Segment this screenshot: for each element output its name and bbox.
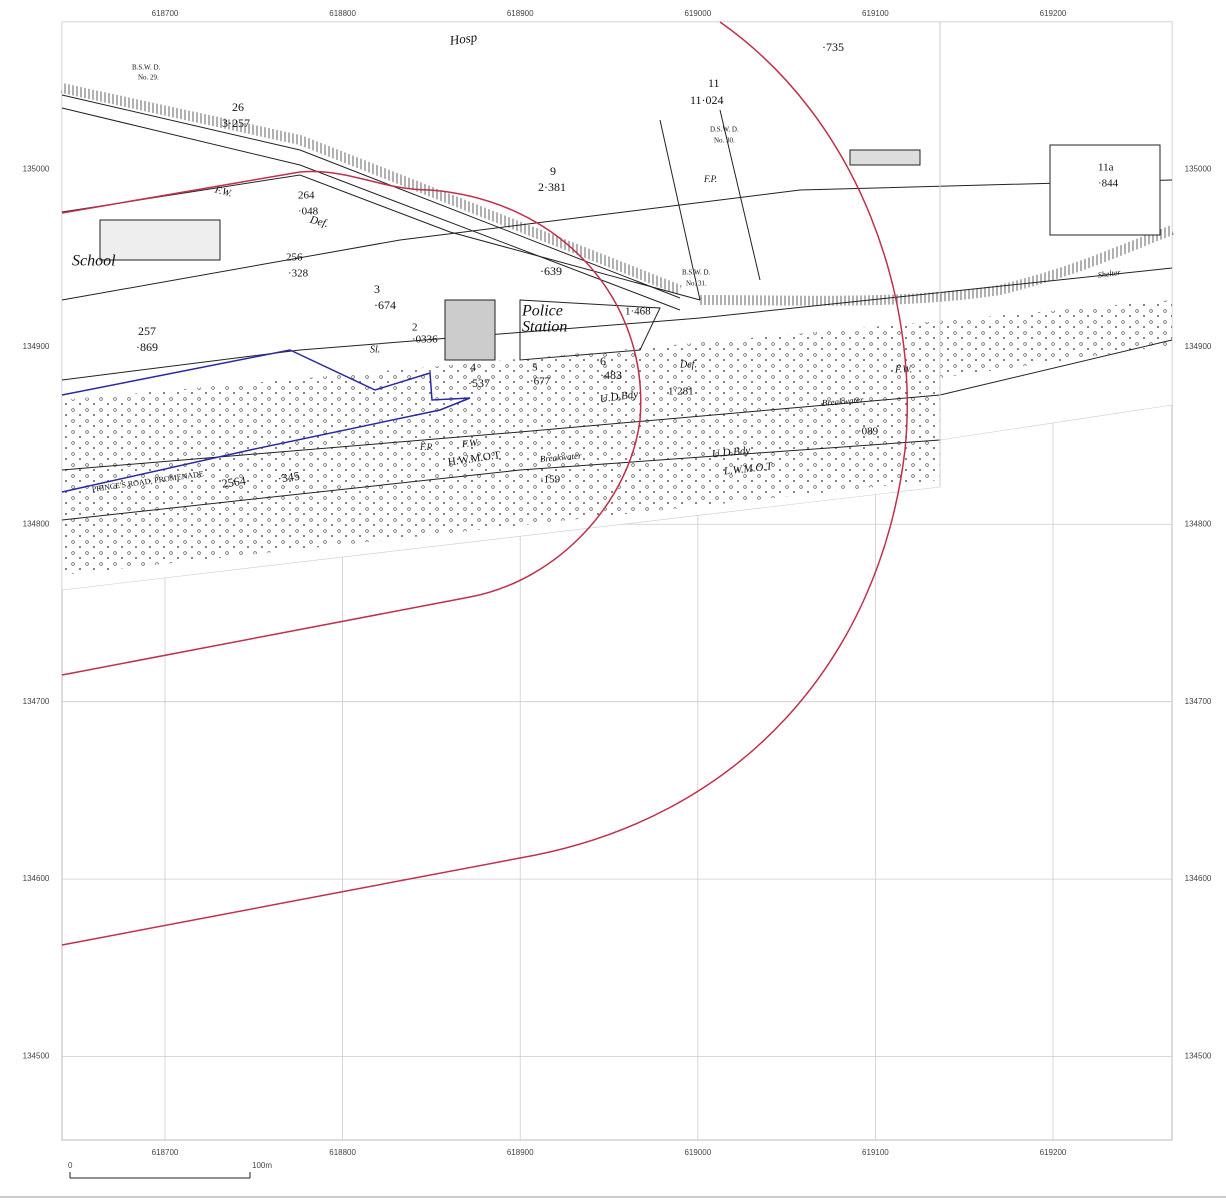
- x-tick-label: 618700: [152, 1148, 179, 1157]
- map-label: Shelter: [1097, 268, 1122, 280]
- map-label: ·483: [600, 368, 622, 382]
- map-label: 4: [470, 360, 476, 374]
- y-tick-label: 135000: [23, 164, 50, 173]
- map-label: F.W.: [894, 364, 912, 375]
- map-label: 3: [374, 282, 380, 296]
- map-label: 11a: [1098, 162, 1114, 174]
- map-label: 6: [600, 354, 606, 368]
- y-tick-label: 134500: [23, 1052, 50, 1061]
- map-label: B.S.W. D.: [682, 269, 711, 277]
- map-label: ·844: [1098, 178, 1119, 190]
- map-label: ·537: [468, 376, 490, 390]
- map-label: 2·381: [538, 180, 566, 194]
- x-tick-label: 618800: [329, 9, 356, 18]
- x-tick-label: 619200: [1040, 9, 1067, 18]
- y-tick-label: 134700: [23, 697, 50, 706]
- y-tick-label: 134600: [1185, 874, 1212, 883]
- x-tick-label: 619000: [684, 1148, 711, 1157]
- map-label: ·0336: [412, 334, 438, 346]
- map-label: ·159: [540, 474, 561, 486]
- map-label: U.D.Bdy: [599, 388, 639, 405]
- map-label: 257: [138, 324, 156, 338]
- map-label: Station: [522, 319, 567, 336]
- x-tick-label: 618900: [507, 9, 534, 18]
- map-label: F.P.: [419, 442, 433, 452]
- map-label: 11: [708, 76, 720, 90]
- inner-boundary: [61, 170, 642, 676]
- outer-boundary: [61, 21, 908, 946]
- map-label: Hosp: [448, 29, 479, 48]
- map-label: ·639: [540, 264, 562, 278]
- map-label: 5: [532, 362, 538, 374]
- map-label: ·328: [288, 268, 309, 280]
- map-label: F.W.: [460, 438, 479, 451]
- x-tick-label: 619100: [862, 1148, 889, 1157]
- map-label: No. 30.: [714, 137, 735, 145]
- map-label: 256: [286, 252, 303, 264]
- map-label: 11·024: [690, 93, 724, 107]
- map-label: Breakwater: [821, 394, 864, 408]
- map-label: U.D.Bdy: [711, 445, 751, 461]
- x-tick-label: 619000: [684, 9, 711, 18]
- map-label: 264: [298, 190, 315, 202]
- map-label: 3·257: [222, 116, 250, 130]
- map-label: 2: [412, 322, 418, 334]
- map-label: L.W.M.O.T: [722, 460, 773, 477]
- y-tick-label: 135000: [1185, 164, 1212, 173]
- y-tick-label: 134800: [1185, 519, 1212, 528]
- map-label: ·089: [858, 426, 879, 438]
- y-tick-label: 134600: [23, 874, 50, 883]
- map-label: No. 29.: [138, 74, 159, 82]
- map-label: D.S.W. D.: [710, 126, 739, 134]
- scale-end: 100m: [252, 1161, 272, 1170]
- map-label: ·735: [822, 40, 844, 54]
- map-label: School: [72, 253, 116, 270]
- map-label: 1·281: [668, 386, 694, 398]
- x-tick-label: 619100: [862, 9, 889, 18]
- y-tick-label: 134500: [1185, 1052, 1212, 1061]
- map-label: F.P.: [703, 174, 717, 184]
- map-label: 9: [550, 164, 556, 178]
- map-label: Def.: [679, 359, 697, 370]
- y-tick-label: 134700: [1185, 697, 1212, 706]
- scale-bar: 0 100m: [68, 1161, 272, 1179]
- map-label: ·677: [530, 376, 551, 388]
- map-label: ·048: [298, 206, 319, 218]
- map-label: No. 31.: [686, 280, 707, 288]
- map-label: B.S.W. D.: [132, 64, 161, 72]
- map-label: 1·468: [625, 306, 651, 318]
- y-tick-label: 134900: [23, 342, 50, 351]
- map-label: ·674: [374, 298, 396, 312]
- map-label: ·345: [277, 469, 301, 486]
- map-label: 26: [232, 100, 244, 114]
- map-label: Breakwater: [539, 450, 582, 464]
- x-tick-label: 619200: [1040, 1148, 1067, 1157]
- y-tick-label: 134900: [1185, 342, 1212, 351]
- map-label: F.W.: [213, 184, 234, 199]
- map-label: ·869: [136, 340, 158, 354]
- y-tick-label: 134800: [23, 519, 50, 528]
- scale-start: 0: [68, 1161, 73, 1170]
- map-label: 2564: [221, 473, 247, 490]
- map-label: Police: [521, 303, 563, 320]
- site-boundary: [61, 349, 471, 493]
- x-tick-label: 618900: [507, 1148, 534, 1157]
- x-tick-label: 618700: [152, 9, 179, 18]
- x-tick-label: 618800: [329, 1148, 356, 1157]
- map-label: Sl.: [370, 344, 380, 355]
- map-label: Def.: [308, 213, 330, 230]
